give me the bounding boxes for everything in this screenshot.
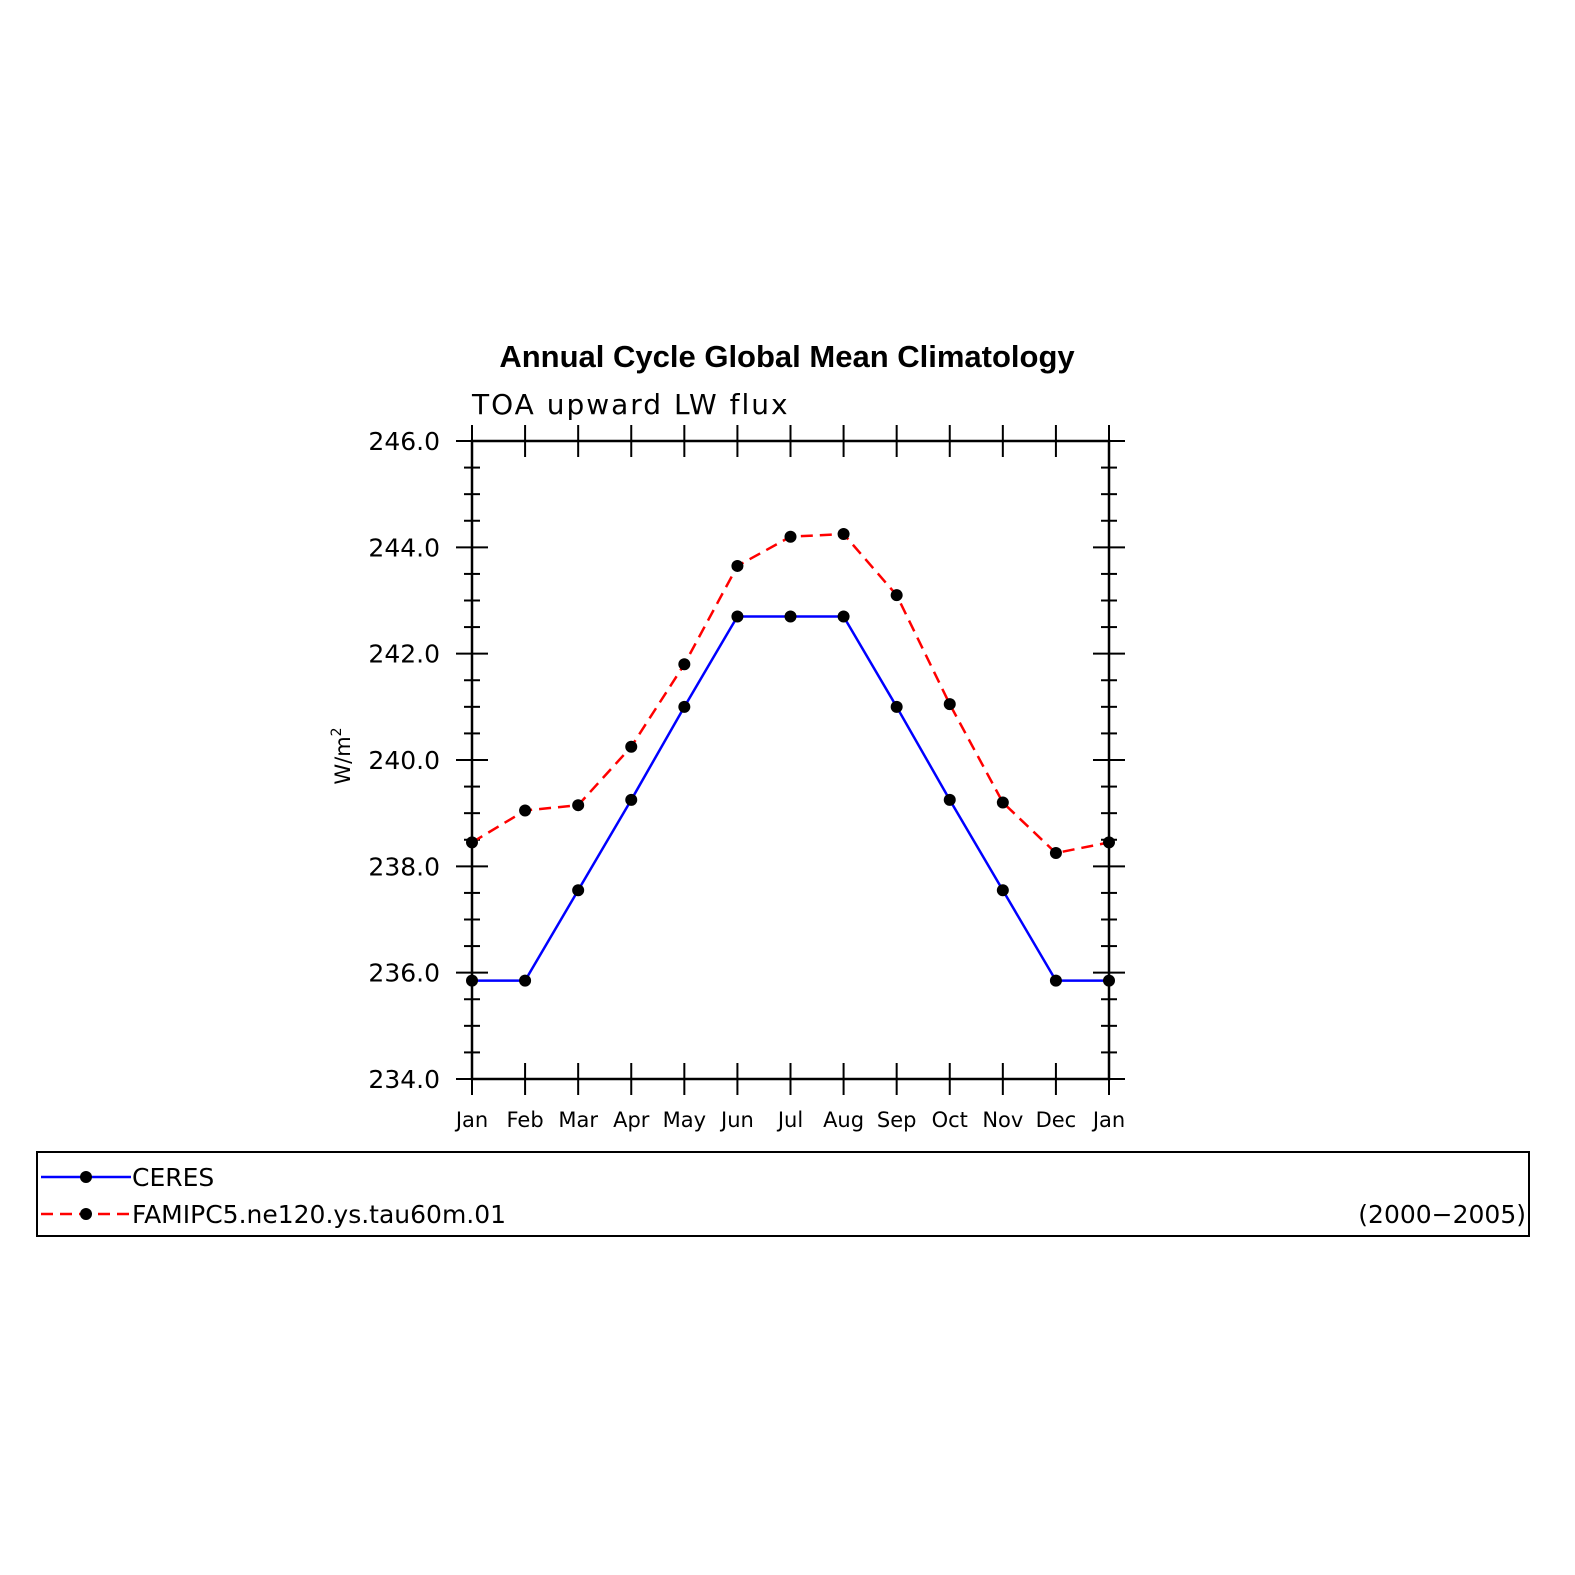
y-tick-label: 242.0 — [368, 640, 440, 669]
x-tick-label: Aug — [823, 1108, 864, 1132]
legend-label-1: CERES — [132, 1163, 214, 1192]
legend-frame — [36, 1151, 1530, 1237]
series-1-point — [996, 884, 1009, 897]
series-1-point — [678, 700, 691, 713]
x-tick-label: Oct — [932, 1108, 968, 1132]
series-2-point — [572, 799, 585, 812]
series-2-point — [678, 658, 691, 671]
legend-label-2: FAMIPC5.ne120.ys.tau60m.01 — [132, 1200, 506, 1229]
x-tick-label: Feb — [506, 1108, 543, 1132]
series-line-2 — [471, 532, 1110, 855]
x-tick-label: Nov — [982, 1108, 1023, 1132]
y-tick-label: 238.0 — [368, 852, 440, 881]
y-axis-label-superscript: 2 — [329, 727, 345, 736]
series-line-1 — [472, 615, 1109, 982]
x-tick-label: Mar — [558, 1108, 598, 1132]
y-tick-label: 236.0 — [368, 959, 440, 988]
series-2-point — [890, 589, 903, 602]
series-2-point — [784, 530, 797, 543]
series-1-point — [784, 610, 797, 623]
legend-period: (2000−2005) — [1358, 1200, 1526, 1229]
chart-subtitle: TOA upward LW flux — [471, 388, 790, 421]
x-tick-label: Jan — [454, 1108, 488, 1132]
x-tick-label: Jun — [719, 1108, 754, 1132]
x-tick-label: Dec — [1036, 1108, 1077, 1132]
x-tick-label: Sep — [877, 1108, 917, 1132]
y-axis-label-text: W/m — [331, 736, 355, 784]
series-1-point — [837, 610, 850, 623]
chart-title: Annual Cycle Global Mean Climatology — [499, 339, 1075, 374]
series-2-point — [731, 559, 744, 572]
series-2-point — [996, 796, 1009, 809]
y-tick-label: 246.0 — [368, 427, 440, 456]
series-2-point — [625, 740, 638, 753]
y-axis-label: W/m2 — [329, 727, 355, 784]
x-tick-label: Jan — [1091, 1108, 1125, 1132]
x-tick-label: Jul — [776, 1108, 803, 1132]
series-2-point — [466, 836, 478, 849]
series-1-point — [572, 884, 585, 897]
series-2-point — [1049, 847, 1062, 860]
series-2-point — [943, 698, 956, 711]
series-1-point — [466, 974, 478, 987]
series-1-point — [731, 610, 744, 623]
y-tick-label: 244.0 — [368, 533, 440, 562]
legend-marker-2 — [80, 1208, 92, 1220]
plot-area: 234.0 236.0 238.0 240.0 242.0 244.0 246.0 Jan Fe… — [368, 425, 1125, 1132]
series-1-point — [625, 793, 638, 806]
series-1-point — [943, 793, 956, 806]
y-tick-label: 234.0 — [368, 1065, 440, 1094]
series-1-point — [519, 974, 532, 987]
y-tick-label: 240.0 — [368, 746, 440, 775]
x-tick-label: Apr — [613, 1108, 650, 1132]
series-1-point — [1103, 974, 1115, 987]
legend-marker-1 — [80, 1171, 92, 1183]
series-2-point — [1103, 836, 1115, 849]
series-2-point — [837, 528, 850, 541]
series-2-point — [519, 804, 532, 817]
x-tick-label: May — [663, 1108, 706, 1132]
series-1-point — [1049, 974, 1062, 987]
series-1-point — [890, 700, 903, 713]
legend: CERES FAMIPC5.ne120.ys.tau60m.01 (2000−200… — [36, 1151, 1530, 1237]
